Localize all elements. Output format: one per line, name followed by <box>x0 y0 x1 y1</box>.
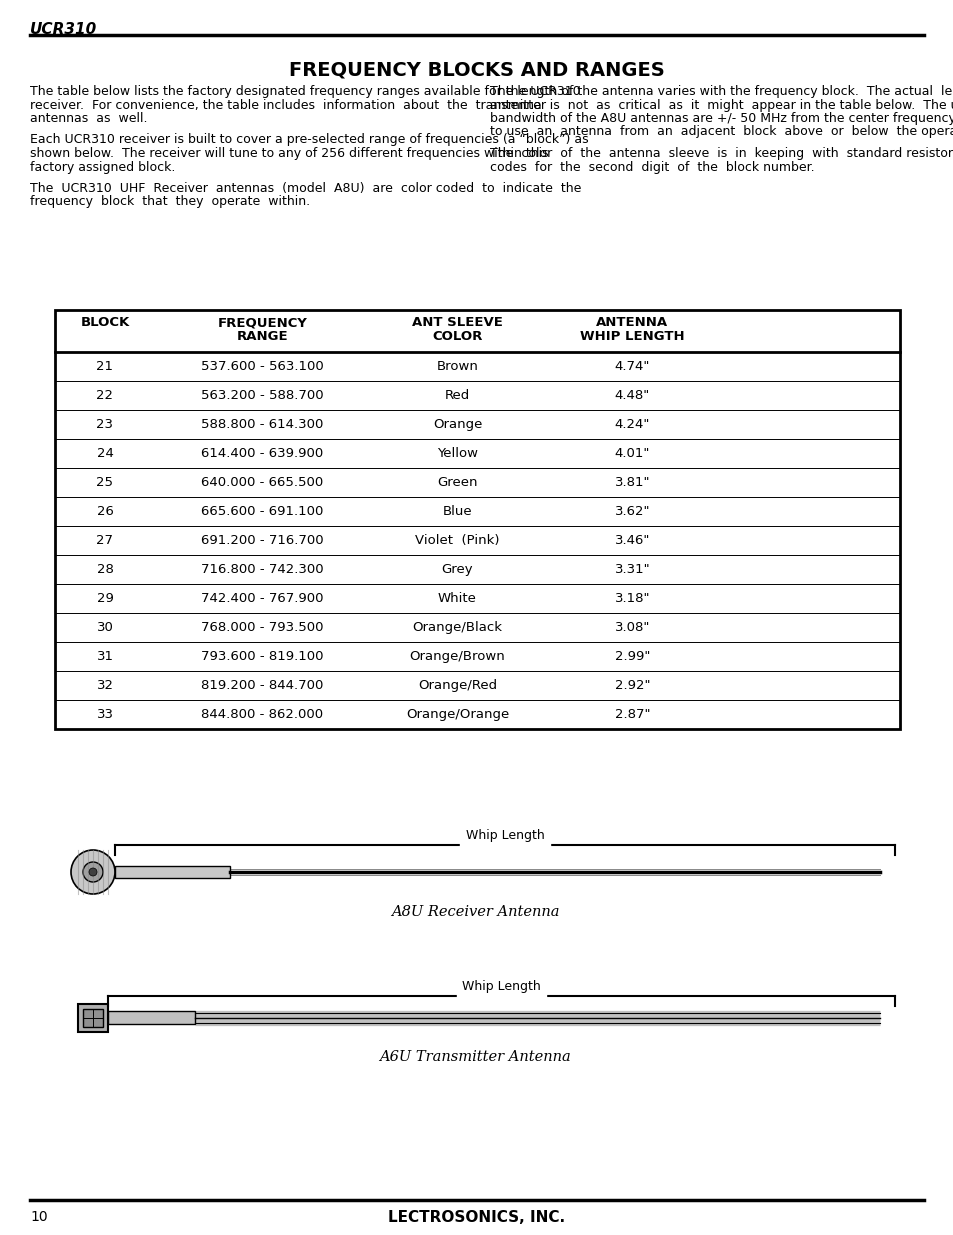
Text: 23: 23 <box>96 417 113 431</box>
Text: 4.48": 4.48" <box>615 389 649 403</box>
Text: 2.99": 2.99" <box>614 650 650 663</box>
Circle shape <box>89 868 97 876</box>
Text: Orange/Black: Orange/Black <box>412 621 502 634</box>
Text: codes  for  the  second  digit  of  the  block number.: codes for the second digit of the block … <box>490 161 814 173</box>
Text: Each UCR310 receiver is built to cover a pre-selected range of frequencies (a “b: Each UCR310 receiver is built to cover a… <box>30 133 588 147</box>
Text: Orange/Orange: Orange/Orange <box>405 708 509 721</box>
Text: White: White <box>437 592 476 605</box>
Text: 33: 33 <box>96 708 113 721</box>
Bar <box>115 866 230 878</box>
Text: A8U Receiver Antenna: A8U Receiver Antenna <box>391 905 558 919</box>
Text: The  color  of  the  antenna  sleeve  is  in  keeping  with  standard resistor  : The color of the antenna sleeve is in ke… <box>490 147 953 161</box>
Text: bandwidth of the A8U antennas are +/- 50 MHz from the center frequency, so it is: bandwidth of the A8U antennas are +/- 50… <box>490 112 953 125</box>
Text: 665.600 - 691.100: 665.600 - 691.100 <box>201 505 323 517</box>
Bar <box>76 858 94 885</box>
Text: FREQUENCY: FREQUENCY <box>217 316 307 329</box>
Bar <box>108 1011 194 1024</box>
Text: 537.600 - 563.100: 537.600 - 563.100 <box>201 359 323 373</box>
Text: 30: 30 <box>96 621 113 634</box>
Text: 768.000 - 793.500: 768.000 - 793.500 <box>201 621 323 634</box>
Text: 21: 21 <box>96 359 113 373</box>
Text: receiver.  For convenience, the table includes  information  about  the  transmi: receiver. For convenience, the table inc… <box>30 99 545 111</box>
Text: 24: 24 <box>96 447 113 459</box>
Text: COLOR: COLOR <box>432 330 482 343</box>
Text: 716.800 - 742.300: 716.800 - 742.300 <box>201 563 323 576</box>
Text: Brown: Brown <box>436 359 478 373</box>
Text: 26: 26 <box>96 505 113 517</box>
Text: RANGE: RANGE <box>236 330 288 343</box>
Text: Whip Length: Whip Length <box>461 981 540 993</box>
Text: 563.200 - 588.700: 563.200 - 588.700 <box>201 389 323 403</box>
Text: Yellow: Yellow <box>436 447 477 459</box>
Text: 29: 29 <box>96 592 113 605</box>
Text: 844.800 - 862.000: 844.800 - 862.000 <box>201 708 323 721</box>
Text: Orange: Orange <box>433 417 481 431</box>
Text: 640.000 - 665.500: 640.000 - 665.500 <box>201 475 323 489</box>
Text: 10: 10 <box>30 1210 48 1224</box>
Text: 3.62": 3.62" <box>614 505 650 517</box>
Text: Violet  (Pink): Violet (Pink) <box>415 534 499 547</box>
Text: Grey: Grey <box>441 563 473 576</box>
Text: Orange/Brown: Orange/Brown <box>409 650 505 663</box>
Text: LECTROSONICS, INC.: LECTROSONICS, INC. <box>388 1210 565 1225</box>
Text: Orange/Red: Orange/Red <box>417 679 497 692</box>
Text: antennas  as  well.: antennas as well. <box>30 112 148 125</box>
Text: 793.600 - 819.100: 793.600 - 819.100 <box>201 650 323 663</box>
Text: 3.31": 3.31" <box>614 563 650 576</box>
Text: shown below.  The receiver will tune to any of 256 different frequencies within : shown below. The receiver will tune to a… <box>30 147 548 161</box>
Text: The length of the antenna varies with the frequency block.  The actual  length  : The length of the antenna varies with th… <box>490 85 953 98</box>
Text: 2.92": 2.92" <box>614 679 650 692</box>
Text: Red: Red <box>444 389 470 403</box>
Text: Whip Length: Whip Length <box>465 829 544 842</box>
Text: FREQUENCY BLOCKS AND RANGES: FREQUENCY BLOCKS AND RANGES <box>289 61 664 79</box>
Text: ANTENNA: ANTENNA <box>596 316 668 329</box>
Text: 4.24": 4.24" <box>614 417 650 431</box>
Text: 819.200 - 844.700: 819.200 - 844.700 <box>201 679 323 692</box>
Text: 31: 31 <box>96 650 113 663</box>
Circle shape <box>71 850 115 894</box>
Bar <box>83 1009 103 1026</box>
Text: frequency  block  that  they  operate  within.: frequency block that they operate within… <box>30 195 310 209</box>
Text: The table below lists the factory designated frequency ranges available for the : The table below lists the factory design… <box>30 85 580 98</box>
Text: 614.400 - 639.900: 614.400 - 639.900 <box>201 447 323 459</box>
Text: 27: 27 <box>96 534 113 547</box>
Text: ANT SLEEVE: ANT SLEEVE <box>412 316 502 329</box>
Text: Blue: Blue <box>442 505 472 517</box>
Text: 588.800 - 614.300: 588.800 - 614.300 <box>201 417 323 431</box>
Text: Green: Green <box>436 475 477 489</box>
Text: WHIP LENGTH: WHIP LENGTH <box>579 330 684 343</box>
Text: BLOCK: BLOCK <box>80 316 130 329</box>
Text: UCR310: UCR310 <box>30 22 97 37</box>
Text: 32: 32 <box>96 679 113 692</box>
Text: 3.46": 3.46" <box>614 534 650 547</box>
Text: 25: 25 <box>96 475 113 489</box>
Text: 3.81": 3.81" <box>614 475 650 489</box>
Text: 3.08": 3.08" <box>614 621 650 634</box>
Text: 22: 22 <box>96 389 113 403</box>
Text: antenna  is  not  as  critical  as  it  might  appear in the table below.  The u: antenna is not as critical as it might a… <box>490 99 953 111</box>
Bar <box>78 1004 108 1031</box>
Bar <box>55 310 899 729</box>
Circle shape <box>83 862 103 882</box>
Text: 691.200 - 716.700: 691.200 - 716.700 <box>201 534 323 547</box>
Text: 28: 28 <box>96 563 113 576</box>
Text: 4.74": 4.74" <box>614 359 650 373</box>
Text: factory assigned block.: factory assigned block. <box>30 161 175 173</box>
Text: 3.18": 3.18" <box>614 592 650 605</box>
Text: 2.87": 2.87" <box>614 708 650 721</box>
Text: 4.01": 4.01" <box>614 447 650 459</box>
Text: The  UCR310  UHF  Receiver  antennas  (model  A8U)  are  color coded  to  indica: The UCR310 UHF Receiver antennas (model … <box>30 182 580 195</box>
Text: 742.400 - 767.900: 742.400 - 767.900 <box>201 592 323 605</box>
Text: to use  an  antenna  from  an  adjacent  block  above  or  below  the operating : to use an antenna from an adjacent block… <box>490 126 953 138</box>
Text: A6U Transmitter Antenna: A6U Transmitter Antenna <box>378 1050 570 1065</box>
